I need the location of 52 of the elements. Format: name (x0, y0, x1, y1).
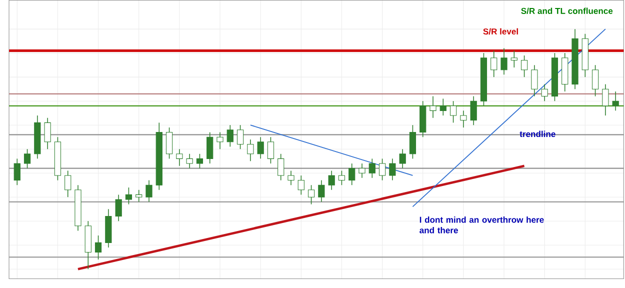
candlestick (500, 48, 508, 76)
candlestick (430, 96, 436, 118)
candlestick (460, 110, 467, 128)
candlestick (166, 127, 173, 160)
candlestick (125, 187, 132, 205)
candlestick (278, 154, 284, 181)
candlestick (389, 158, 396, 181)
candlestick (247, 139, 254, 162)
candlestick (592, 64, 599, 97)
annotation: S/R level (483, 28, 518, 35)
candlestick (368, 158, 376, 178)
candlestick (267, 136, 274, 164)
candlestick (318, 180, 325, 202)
text: S/R and TL confluence (521, 8, 613, 14)
candlestick (531, 64, 538, 97)
candlestick (338, 170, 346, 186)
candlestick (298, 175, 304, 196)
candlestick (94, 235, 102, 260)
candlestick (510, 50, 518, 68)
candlestick (328, 170, 335, 190)
candlestick (541, 84, 548, 102)
candlestick (378, 158, 386, 181)
candlestick (470, 96, 477, 126)
candlestick (520, 55, 528, 78)
candlestick (24, 148, 31, 169)
candlestick (216, 132, 224, 150)
candlestick (236, 124, 244, 150)
candlestick (612, 91, 619, 112)
candlestick (348, 163, 356, 186)
candlestick (358, 163, 366, 178)
candlestick (602, 84, 609, 116)
annotation: I dont mind an overthrow here and there (420, 216, 544, 234)
candlestick (226, 124, 234, 148)
candlestick (399, 148, 406, 169)
candlestick (186, 154, 193, 169)
candlestick (409, 124, 416, 160)
candlestick (206, 132, 214, 164)
candlestick (257, 136, 264, 160)
candlestick (440, 98, 446, 116)
candlestick (308, 184, 315, 205)
candlestick (146, 180, 152, 202)
candlestick (14, 158, 20, 186)
candlestick (288, 170, 294, 186)
candlestick (44, 118, 51, 150)
candlestick (490, 50, 498, 78)
candlestick (176, 148, 183, 166)
candlestick (136, 190, 142, 202)
candlestick (196, 154, 204, 169)
candlestick (115, 194, 122, 222)
candlestick (450, 100, 457, 124)
candlestick (64, 170, 72, 198)
annotation: trendline (520, 130, 556, 138)
